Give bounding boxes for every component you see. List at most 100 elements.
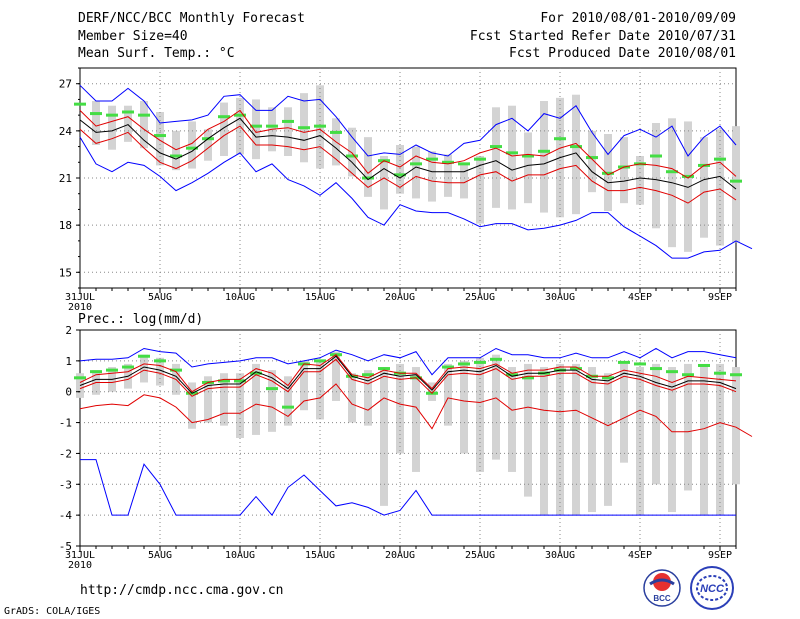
temperature-spread-bar <box>156 112 164 166</box>
precipitation-spread-bar <box>732 367 740 485</box>
temperature-spread-bar <box>124 105 132 142</box>
precipitation-observed-marker <box>266 387 278 391</box>
precipitation-observed-marker <box>362 373 374 377</box>
temperature-observed-marker <box>138 113 150 117</box>
precipitation-xtick-label: 31JUL <box>65 550 95 561</box>
fcst-produced-date: Fcst Produced Date 2010/08/01 <box>509 46 736 61</box>
precipitation-spread-bar <box>460 360 468 454</box>
precipitation-series-upper <box>79 354 737 393</box>
precipitation-ytick-label: -1 <box>59 417 72 430</box>
temperature-observed-marker <box>602 171 614 175</box>
temperature-observed-marker <box>154 134 166 138</box>
temperature-observed-marker <box>506 151 518 155</box>
temperature-observed-marker <box>394 173 406 177</box>
precipitation-observed-marker <box>314 359 326 363</box>
temperature-spread-bar <box>524 132 532 204</box>
precipitation-spread-bar <box>668 367 676 513</box>
precipitation-spread-bar <box>380 367 388 506</box>
precipitation-observed-marker <box>218 379 230 383</box>
ncc-logo-ring <box>690 566 734 610</box>
temperature-spread-bar <box>220 102 228 156</box>
precipitation-spread-bar <box>716 363 724 516</box>
fcst-started-date: Fcst Started Refer Date 2010/07/31 <box>469 29 736 44</box>
temperature-series-lower <box>79 125 737 204</box>
temperature-spread-bar <box>172 130 180 171</box>
temperature-observed-marker <box>282 119 294 123</box>
precipitation-observed-marker <box>714 371 726 375</box>
precipitation-xtick-label: 10AUG <box>225 550 255 561</box>
precipitation-observed-marker <box>282 405 294 409</box>
precipitation-spread-bar <box>140 354 148 383</box>
precipitation-spread-bar <box>620 363 628 463</box>
temperature-spread-bar <box>700 137 708 238</box>
temperature-observed-marker <box>410 162 422 166</box>
precipitation-spread-bar <box>220 373 228 426</box>
temperature-spread-bar <box>348 127 356 177</box>
temperature-observed-marker <box>74 102 86 106</box>
temperature-xtick-label: 5AUG <box>148 292 172 303</box>
precipitation-observed-marker <box>106 368 118 372</box>
source-url[interactable]: http://cmdp.ncc.cma.gov.cn <box>80 583 284 598</box>
temperature-xtick-sublabel: 2010 <box>68 302 92 313</box>
precipitation-spread-bar <box>556 363 564 516</box>
precipitation-xtick-label: 15AUG <box>305 550 335 561</box>
temperature-ytick-label: 24 <box>59 125 73 138</box>
precipitation-spread-bar <box>204 376 212 423</box>
temperature-observed-marker <box>538 149 550 153</box>
temperature-spread-bar <box>284 107 292 156</box>
temperature-observed-marker <box>586 156 598 160</box>
temperature-series-mean <box>79 117 737 190</box>
temperature-xtick-label: 25AUG <box>465 292 495 303</box>
temperature-observed-marker <box>490 145 502 149</box>
temperature-spread-bar <box>492 107 500 208</box>
precipitation-spread-bar <box>492 354 500 460</box>
precipitation-observed-marker <box>474 360 486 364</box>
temperature-spread-bar <box>620 137 628 204</box>
temperature-spread-bar <box>572 94 580 215</box>
precipitation-ytick-label: -2 <box>59 447 72 460</box>
precipitation-observed-marker <box>138 354 150 358</box>
precipitation-observed-marker <box>378 367 390 371</box>
precipitation-observed-marker <box>490 357 502 361</box>
temperature-observed-marker <box>570 145 582 149</box>
temperature-ytick-label: 18 <box>59 219 72 232</box>
precipitation-ytick-label: -5 <box>59 540 72 553</box>
precipitation-spread-bar <box>444 363 452 426</box>
precipitation-observed-marker <box>666 370 678 374</box>
temperature-spread-bar <box>588 130 596 193</box>
temperature-spread-bar <box>476 156 484 224</box>
temperature-observed-marker <box>234 113 246 117</box>
precipitation-observed-marker <box>90 370 102 374</box>
temperature-ytick-label: 27 <box>59 78 72 91</box>
temperature-observed-marker <box>186 146 198 150</box>
precipitation-spread-bar <box>588 367 596 513</box>
precipitation-spread-bar <box>188 382 196 429</box>
precipitation-ytick-label: 1 <box>65 355 72 368</box>
precipitation-observed-marker <box>170 368 182 372</box>
precipitation-spread-bar <box>252 363 260 435</box>
precipitation-observed-marker <box>618 360 630 364</box>
precipitation-xtick-label: 9SEP <box>708 550 732 561</box>
precipitation-spread-bar <box>636 367 644 516</box>
precip-panel-title: Prec.: log(mm/d) <box>78 312 204 327</box>
precipitation-spread-bar <box>540 367 548 516</box>
temperature-spread-bar <box>396 145 404 194</box>
precipitation-spread-bar <box>572 363 580 516</box>
temperature-spread-bar <box>460 163 468 199</box>
temperature-spread-bar <box>252 99 260 160</box>
temperature-xtick-label: 30AUG <box>545 292 575 303</box>
precipitation-observed-marker <box>154 359 166 363</box>
temperature-spread-bar <box>108 105 116 150</box>
temperature-spread-bar <box>380 156 388 210</box>
temperature-spread-bar <box>684 121 692 252</box>
temperature-observed-marker <box>298 126 310 130</box>
temperature-xtick-label: 31JUL <box>65 292 95 303</box>
temperature-series-upper <box>79 109 737 179</box>
chart-title: DERF/NCC/BCC Monthly Forecast <box>78 11 305 26</box>
temperature-spread-bar <box>652 123 660 229</box>
precipitation-observed-marker <box>634 362 646 366</box>
temperature-observed-marker <box>122 110 134 114</box>
precipitation-observed-marker <box>74 376 86 380</box>
precipitation-xtick-label: 30AUG <box>545 550 575 561</box>
temperature-spread-bar <box>444 154 452 197</box>
